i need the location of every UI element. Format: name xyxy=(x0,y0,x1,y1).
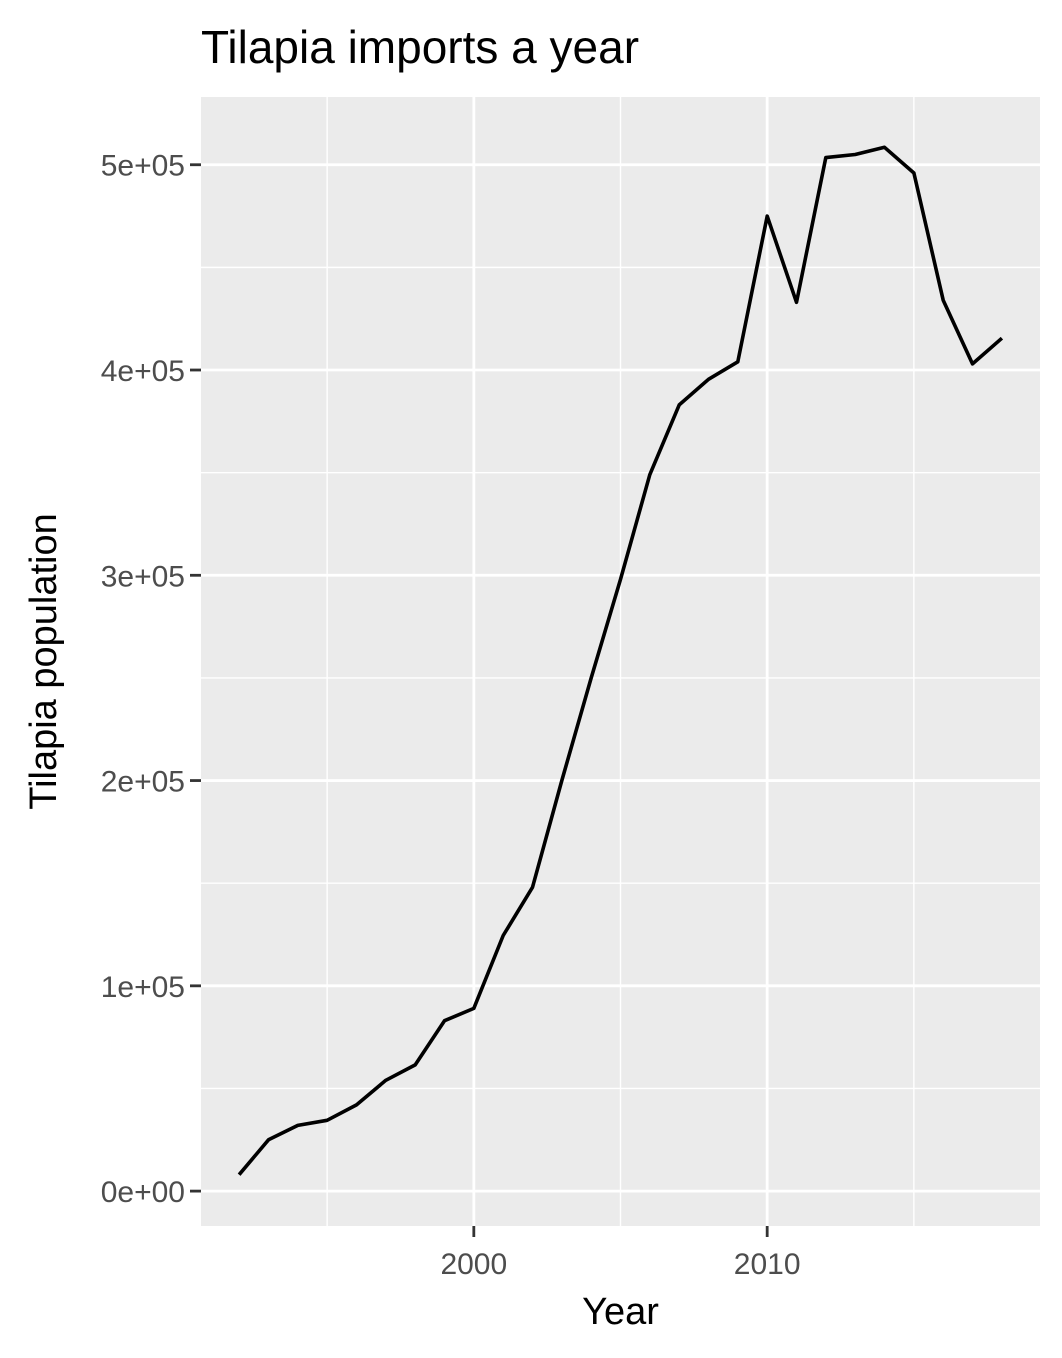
major-gridlines xyxy=(201,97,1040,1226)
y-tick-label: 2e+05 xyxy=(101,766,185,799)
y-axis-title: Tilapia population xyxy=(23,513,65,809)
y-tick-label: 5e+05 xyxy=(101,150,185,183)
y-tick-label: 1e+05 xyxy=(101,971,185,1004)
y-tick-label: 4e+05 xyxy=(101,355,185,388)
x-axis: 2000 2010 xyxy=(440,1226,801,1281)
y-tick-label: 3e+05 xyxy=(101,560,185,593)
y-tick-label: 0e+00 xyxy=(101,1176,185,1209)
x-axis-title: Year xyxy=(582,1291,659,1333)
x-tick-label: 2000 xyxy=(440,1248,507,1281)
x-tick-label: 2010 xyxy=(734,1248,801,1281)
series-line xyxy=(237,145,1004,1176)
series-layer xyxy=(237,145,1004,1176)
y-axis: 0e+00 1e+05 2e+05 3e+05 4e+05 5e+05 xyxy=(101,150,201,1209)
minor-gridlines xyxy=(201,97,1040,1226)
chart-title: Tilapia imports a year xyxy=(201,21,639,73)
